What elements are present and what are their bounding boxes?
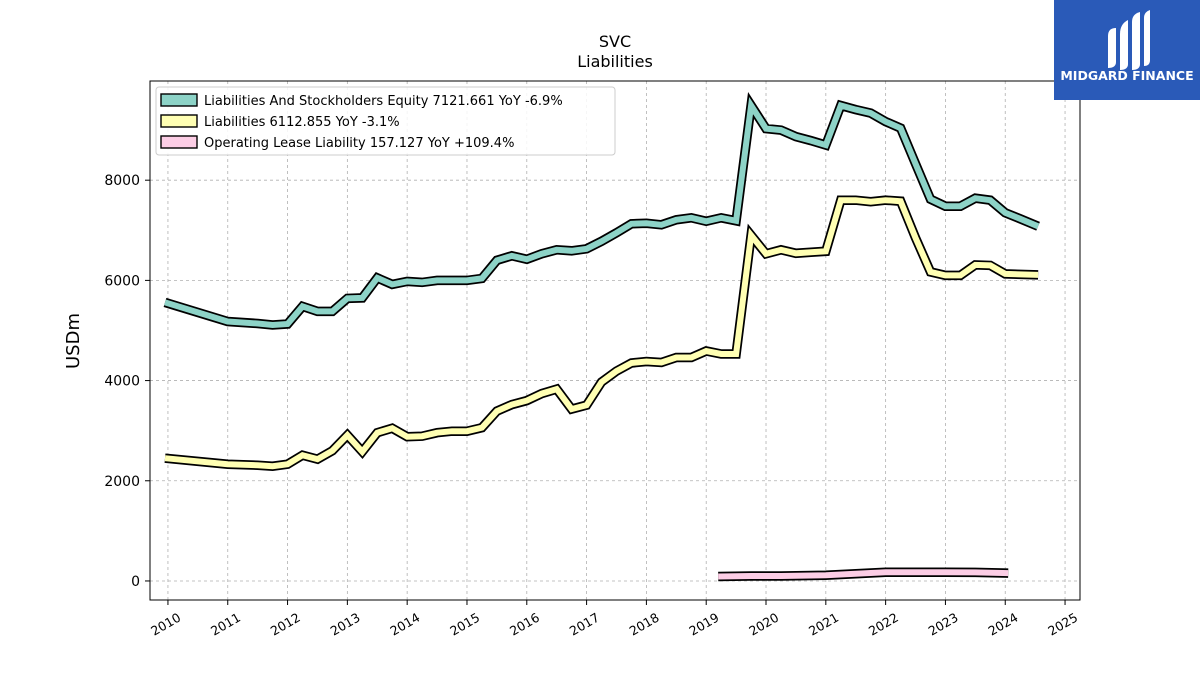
series-operating-lease-line bbox=[718, 567, 1009, 582]
logo-mark-icon bbox=[1108, 10, 1150, 70]
legend-label-operating-lease: Operating Lease Liability 157.127 YoY +1… bbox=[204, 136, 514, 151]
y-tick-label: 6000 bbox=[104, 273, 140, 289]
y-axis: 0 2000 4000 6000 8000 bbox=[104, 173, 150, 590]
logo: MIDGARD FINANCE bbox=[1054, 0, 1200, 100]
plot-frame bbox=[149, 80, 1081, 601]
logo-text: MIDGARD FINANCE bbox=[1060, 68, 1193, 83]
chart-subtitle: Liabilities bbox=[577, 52, 653, 71]
chart-title: SVC bbox=[599, 32, 631, 51]
series-layer bbox=[163, 92, 1040, 582]
y-tick-label: 4000 bbox=[104, 374, 140, 390]
series-fill-line bbox=[718, 569, 1009, 580]
legend: Liabilities And Stockholders Equity 7121… bbox=[155, 86, 616, 156]
series-liabilities-line bbox=[164, 195, 1039, 471]
legend-swatch-liabilities bbox=[160, 114, 198, 128]
y-axis-label: USDm bbox=[63, 313, 84, 369]
legend-swatch-operating-lease bbox=[160, 135, 198, 149]
grid bbox=[150, 81, 1080, 600]
legend-box bbox=[155, 86, 616, 156]
legend-label-liabilities: Liabilities 6112.855 YoY -3.1% bbox=[204, 115, 400, 130]
legend-swatch-equity bbox=[160, 93, 198, 107]
y-tick-label: 2000 bbox=[104, 474, 140, 490]
y-tick-label: 8000 bbox=[104, 173, 140, 189]
series-fill-line bbox=[164, 197, 1039, 470]
y-tick-label: 0 bbox=[131, 574, 140, 590]
series-equity-line bbox=[163, 92, 1040, 330]
legend-label-equity: Liabilities And Stockholders Equity 7121… bbox=[204, 94, 563, 109]
series-fill-line bbox=[164, 96, 1040, 329]
